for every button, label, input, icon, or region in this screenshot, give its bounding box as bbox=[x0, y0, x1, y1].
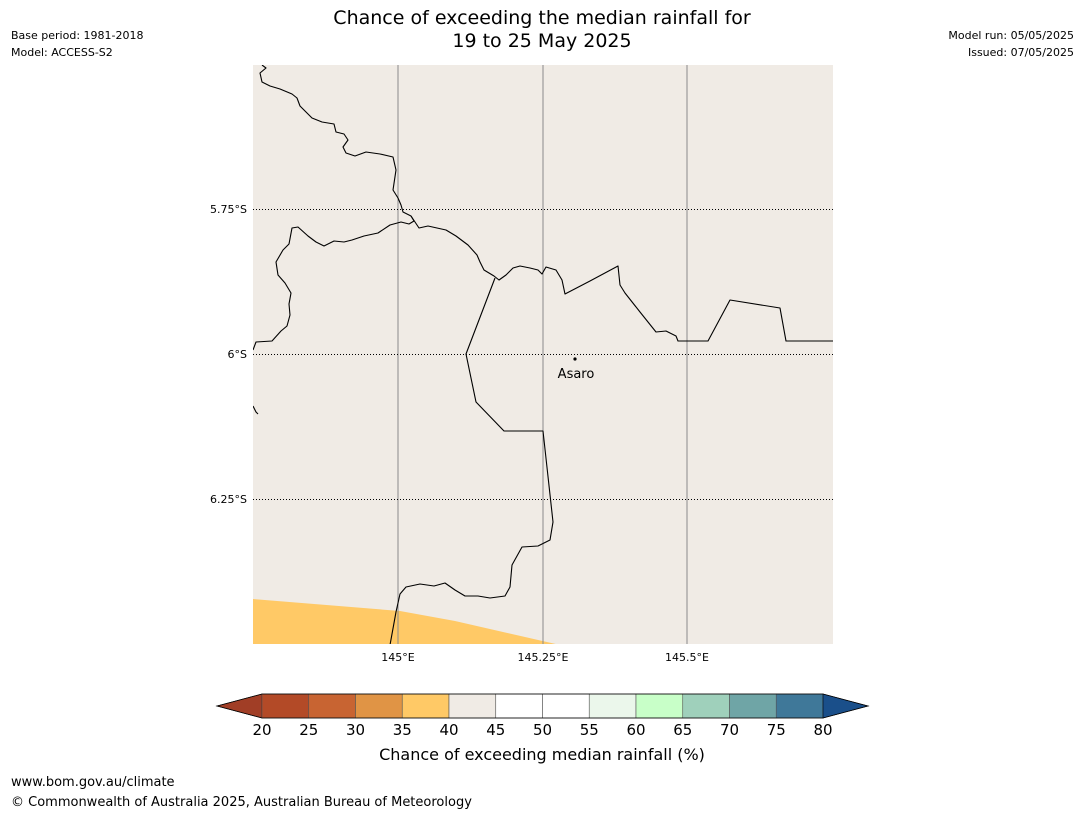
colorbar-segment bbox=[401, 693, 450, 719]
colorbar-tick-label: 70 bbox=[720, 721, 739, 739]
chart-title: Chance of exceeding the median rainfall … bbox=[242, 7, 842, 53]
colorbar-tick-label: 50 bbox=[533, 721, 552, 739]
title-line-2: 19 to 25 May 2025 bbox=[452, 30, 632, 52]
lon-label-145-5e: 145.5°E bbox=[665, 651, 709, 664]
place-label-asaro: Asaro bbox=[558, 367, 595, 382]
colorbar-segment bbox=[729, 693, 777, 719]
lat-label-6-25s: 6.25°S bbox=[210, 493, 247, 506]
colorbar-tick-label: 25 bbox=[299, 721, 318, 739]
colorbar-label: Chance of exceeding median rainfall (%) bbox=[379, 745, 705, 764]
model-run: Model run: 05/05/2025 bbox=[948, 29, 1074, 42]
boundary-central bbox=[410, 215, 833, 342]
lat-label-6s: 6°S bbox=[228, 348, 247, 361]
asaro-marker bbox=[573, 357, 577, 361]
colorbar-segment bbox=[308, 693, 356, 719]
footer-url: www.bom.gov.au/climate bbox=[11, 775, 175, 790]
colorbar-tick-label: 40 bbox=[439, 721, 458, 739]
colorbar-segment bbox=[448, 693, 497, 719]
colorbar-segment bbox=[542, 693, 590, 719]
lon-label-145-25e: 145.25°E bbox=[518, 651, 569, 664]
colorbar-segment bbox=[261, 693, 310, 719]
lat-label-5-75s: 5.75°S bbox=[210, 203, 247, 216]
colorbar-extension-high bbox=[822, 693, 870, 719]
colorbar-segment bbox=[588, 693, 637, 719]
colorbar-tick-label: 75 bbox=[767, 721, 786, 739]
map-layers bbox=[253, 65, 833, 644]
colorbar-extension-low bbox=[215, 693, 263, 719]
colorbar-tick-label: 60 bbox=[626, 721, 645, 739]
colorbar-segment bbox=[495, 693, 543, 719]
footer-copyright: © Commonwealth of Australia 2025, Austra… bbox=[11, 795, 472, 810]
colorbar-segment bbox=[355, 693, 403, 719]
title-line-1: Chance of exceeding the median rainfall … bbox=[333, 7, 751, 29]
lon-label-145e: 145°E bbox=[381, 651, 414, 664]
boundary-west-edge bbox=[253, 405, 259, 415]
model-name: Model: ACCESS-S2 bbox=[11, 46, 113, 59]
colorbar-tick-label: 80 bbox=[813, 721, 832, 739]
colorbar-segment bbox=[682, 693, 730, 719]
colorbar-tick-label: 65 bbox=[673, 721, 692, 739]
issued-date: Issued: 07/05/2025 bbox=[967, 46, 1074, 59]
colorbar-outline bbox=[215, 693, 870, 719]
colorbar-segment bbox=[775, 693, 824, 719]
boundary-western bbox=[389, 277, 554, 644]
colorbar: 20 25 30 35 40 45 50 55 60 65 70 75 80 bbox=[215, 693, 870, 739]
province-boundaries bbox=[253, 65, 833, 644]
colorbar-tick-label: 30 bbox=[346, 721, 365, 739]
colorbar-tick-label: 20 bbox=[252, 721, 271, 739]
colorbar-tick-label: 55 bbox=[580, 721, 599, 739]
colorbar-tick-label: 45 bbox=[486, 721, 505, 739]
base-period: Base period: 1981-2018 bbox=[11, 29, 144, 42]
probability-band-35-40 bbox=[253, 599, 556, 644]
meta-left: Base period: 1981-2018 Model: ACCESS-S2 bbox=[11, 27, 143, 61]
meta-right: Model run: 05/05/2025 Issued: 07/05/2025 bbox=[948, 27, 1074, 61]
colorbar-tick-label: 35 bbox=[393, 721, 412, 739]
colorbar-segment bbox=[635, 693, 684, 719]
